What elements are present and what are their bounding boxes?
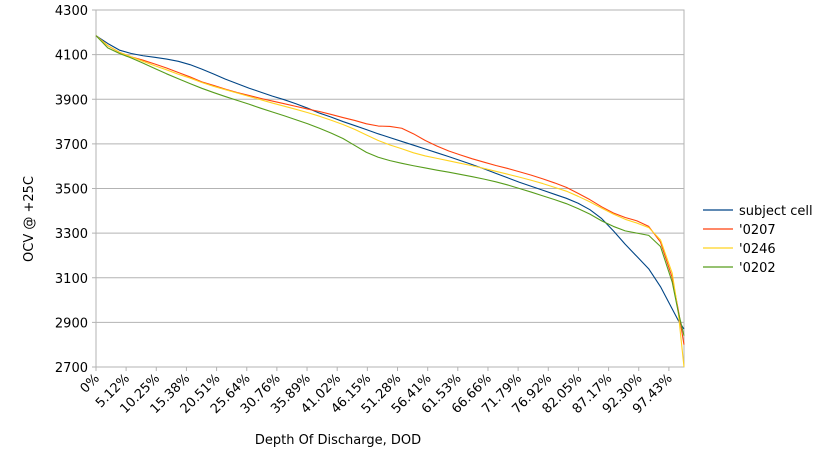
legend: subject cell '0207 '0246 '0202 (703, 204, 813, 276)
y-tick-label: 3900 (55, 93, 88, 108)
x-axis-tick-labels: 0%5.12%10.25%15.38%20.51%25.64%30.76%35.… (78, 371, 676, 417)
y-tick-label: 3500 (55, 183, 88, 198)
series-line-1 (95, 35, 685, 345)
y-tick-label: 2900 (55, 316, 88, 331)
legend-label-3: '0202 (739, 261, 776, 276)
y-tick-label: 3100 (55, 272, 88, 287)
series-line-2 (95, 35, 685, 368)
gridlines (92, 9, 684, 371)
legend-label-1: '0207 (739, 223, 776, 238)
series-line-0 (95, 35, 685, 330)
y-tick-label: 2700 (55, 361, 88, 376)
y-tick-label: 4100 (55, 49, 88, 64)
series-line-3 (95, 35, 685, 336)
y-tick-label: 3300 (55, 227, 88, 242)
series-lines (95, 35, 685, 368)
plot-area-frame (95, 9, 685, 368)
legend-label-2: '0246 (739, 242, 776, 257)
x-axis-title: Depth Of Discharge, DOD (255, 433, 421, 448)
y-axis-title: OCV @ +25C (22, 176, 37, 262)
y-tick-label: 3700 (55, 138, 88, 153)
legend-label-0: subject cell (739, 204, 813, 219)
y-axis-tick-labels: 2700 2900 3100 3300 3500 3700 3900 4100 4300 (55, 4, 88, 376)
y-tick-label: 4300 (55, 4, 88, 19)
